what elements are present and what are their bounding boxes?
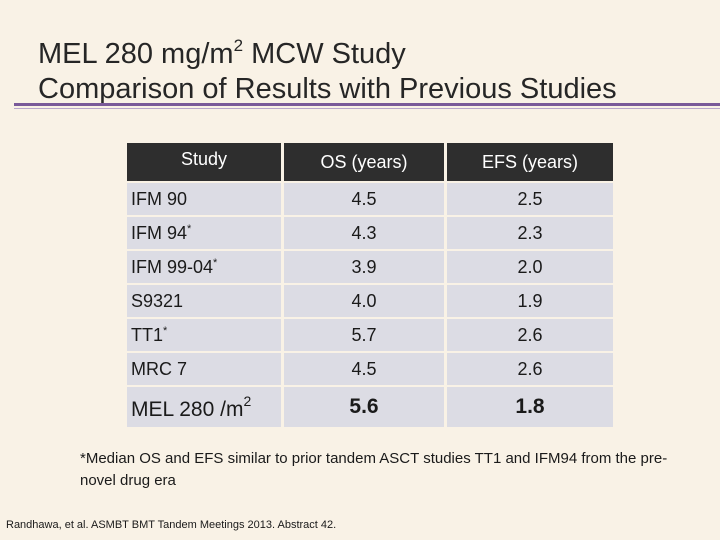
table-row: MRC 7 4.5 2.6 (127, 353, 613, 385)
title-line-2: Comparison of Results with Previous Stud… (38, 73, 617, 105)
study-cell: MEL 280 /m2 (127, 387, 281, 427)
efs-cell: 2.6 (444, 353, 613, 385)
study-cell: IFM 94* (127, 217, 281, 249)
title-divider (14, 103, 720, 106)
table-row: TT1* 5.7 2.6 (127, 319, 613, 351)
title-line-1: MEL 280 mg/m2 MCW Study (38, 36, 406, 70)
study-cell: IFM 99-04* (127, 251, 281, 283)
efs-cell: 2.6 (444, 319, 613, 351)
study-cell: TT1* (127, 319, 281, 351)
study-cell: MRC 7 (127, 353, 281, 385)
efs-cell: 2.0 (444, 251, 613, 283)
os-cell: 4.3 (281, 217, 444, 249)
header-efs: EFS (years) (444, 143, 613, 181)
efs-cell: 1.9 (444, 285, 613, 317)
table-row: S9321 4.0 1.9 (127, 285, 613, 317)
efs-cell: 2.3 (444, 217, 613, 249)
table-row: IFM 99-04* 3.9 2.0 (127, 251, 613, 283)
os-cell: 4.0 (281, 285, 444, 317)
title-divider-thin (14, 108, 720, 109)
table-header-row: Study OS (years) EFS (years) (127, 143, 613, 181)
header-study: Study (127, 143, 281, 181)
citation: Randhawa, et al. ASMBT BMT Tandem Meetin… (6, 519, 337, 531)
header-os: OS (years) (281, 143, 444, 181)
os-cell: 4.5 (281, 353, 444, 385)
os-cell: 5.6 (281, 387, 444, 427)
table-row: IFM 90 4.5 2.5 (127, 183, 613, 215)
study-cell: IFM 90 (127, 183, 281, 215)
footnote: *Median OS and EFS similar to prior tand… (80, 450, 668, 489)
efs-cell: 2.5 (444, 183, 613, 215)
table-row-highlight: MEL 280 /m2 5.6 1.8 (127, 387, 613, 427)
efs-cell: 1.8 (444, 387, 613, 427)
results-table: Study OS (years) EFS (years) IFM 90 4.5 … (127, 141, 613, 429)
table-row: IFM 94* 4.3 2.3 (127, 217, 613, 249)
slide-title: MEL 280 mg/m2 MCW Study Comparison of Re… (38, 28, 718, 107)
os-cell: 5.7 (281, 319, 444, 351)
os-cell: 4.5 (281, 183, 444, 215)
os-cell: 3.9 (281, 251, 444, 283)
study-cell: S9321 (127, 285, 281, 317)
